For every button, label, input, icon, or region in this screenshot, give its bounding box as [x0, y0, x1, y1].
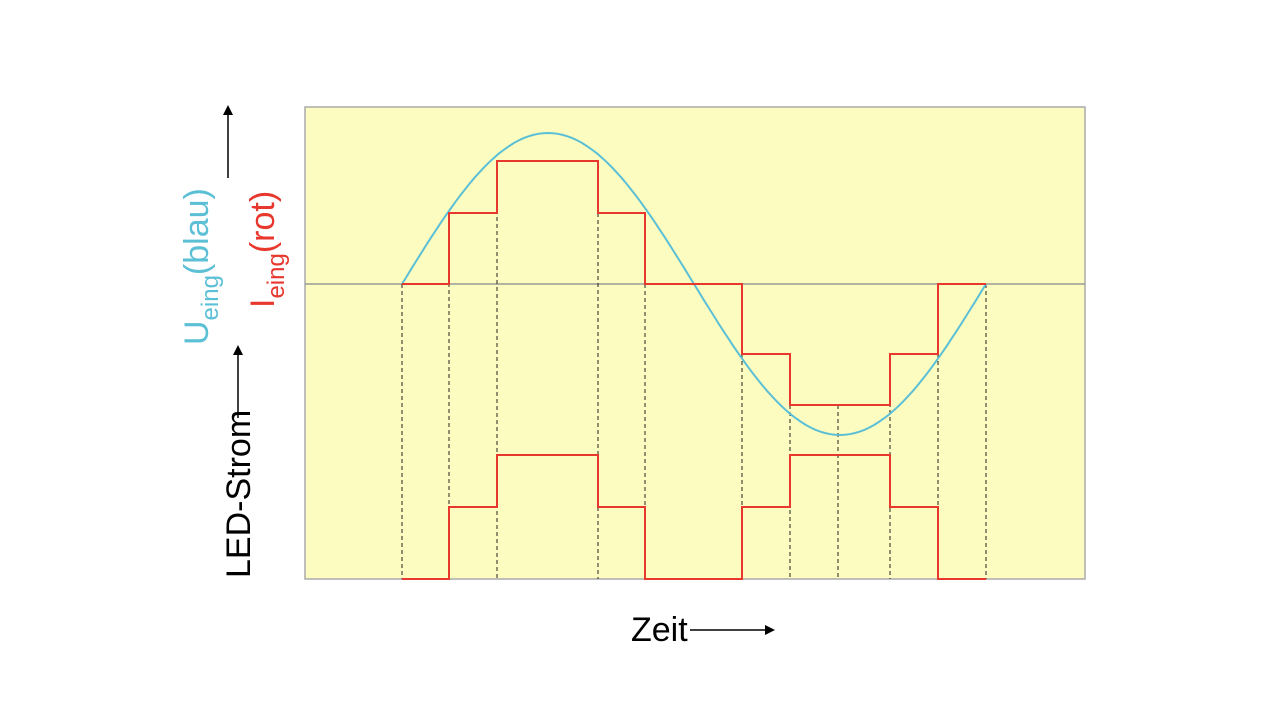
- u-label-suffix: (blau): [178, 188, 216, 275]
- u-label: Ueing(blau): [178, 188, 224, 345]
- x-label: Zeit: [631, 611, 688, 649]
- i-label: Ieing(rot): [244, 191, 290, 308]
- i-label-main: I: [244, 299, 282, 308]
- plot-area: [304, 106, 1086, 580]
- i-label-sub: eing: [263, 253, 290, 298]
- led-current-steps: [402, 454, 986, 580]
- i-label-suffix: (rot): [244, 191, 282, 253]
- led-label: LED-Strom: [220, 410, 258, 578]
- u-label-sub: eing: [197, 275, 224, 320]
- input-current-steps: [402, 160, 986, 406]
- u-label-main: U: [178, 320, 216, 345]
